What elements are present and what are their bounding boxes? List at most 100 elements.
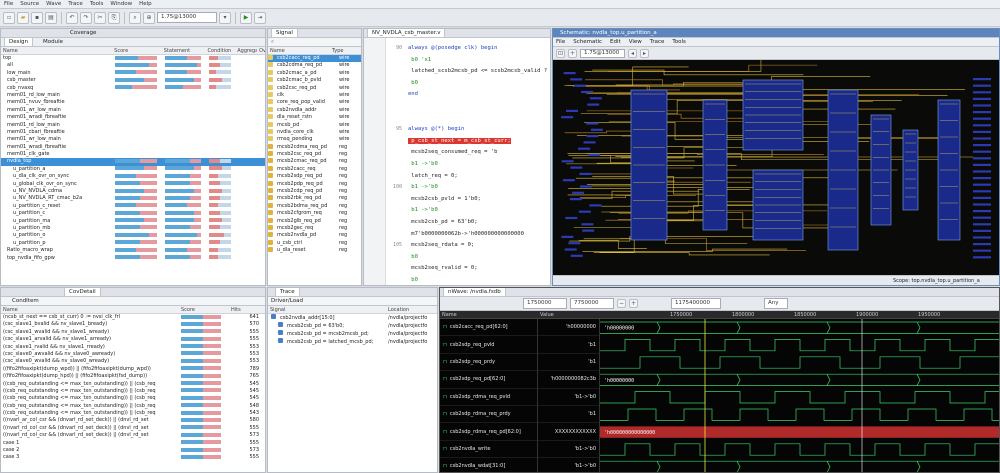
wave-signal-row[interactable]: ⊓ csb2cacc_req_pd[62:0] xyxy=(440,319,537,337)
schematic-port[interactable] xyxy=(590,128,603,131)
coverage-row[interactable]: u_dla_clk_ovr_on_sync xyxy=(1,173,265,180)
schematic-port[interactable] xyxy=(578,147,591,150)
signal-row[interactable]: mcsb2cacc_req reg xyxy=(268,165,361,173)
schematic-menu-file[interactable]: File xyxy=(556,39,566,45)
source-line[interactable]: 105 mcsb2seq_rdata = 0; xyxy=(388,240,550,252)
signal-row[interactable]: csb2cacc_req_pd wire xyxy=(268,55,361,63)
coverage-row[interactable]: u_partition_a xyxy=(1,166,265,173)
tab-nwave[interactable]: nWave: /nvdla.fsdb xyxy=(443,288,506,296)
signal-row[interactable]: mcsb2cdma_req_pd reg xyxy=(268,143,361,151)
filter-icon[interactable]: ⌕ xyxy=(271,38,275,45)
signal-row[interactable]: mcsb2cdp_req_pd reg xyxy=(268,188,361,195)
signal-row[interactable]: clk wire xyxy=(268,91,361,99)
run-icon[interactable]: ▶ xyxy=(240,11,252,24)
menu-item-trace[interactable]: Trace xyxy=(68,1,83,7)
schematic-port[interactable] xyxy=(973,229,991,232)
wave-signal-row[interactable]: ⊓ csb2sdp_req_pd[62:0] xyxy=(440,371,537,389)
schematic-menu-edit[interactable]: Edit xyxy=(610,39,621,45)
tab-module[interactable]: Module xyxy=(43,38,63,45)
col-statement[interactable]: Statement xyxy=(163,48,191,54)
coverage-row[interactable]: mem01_nvuv_fbreaftie xyxy=(1,99,265,106)
schematic-port[interactable] xyxy=(566,109,579,112)
covdetail-row[interactable]: (csc_slave1_wvalid && nv_slave1_wready) 5… xyxy=(1,329,265,336)
schematic-port[interactable] xyxy=(561,116,574,119)
signal-row[interactable]: csb2nvdla_addr wire xyxy=(268,106,361,114)
covdetail-row[interactable]: ((nvarl_rd_col_csr && (dnvarl_rd_set_dec… xyxy=(1,432,265,439)
source-line[interactable]: latch_req = 0; xyxy=(388,171,550,183)
source-line[interactable]: b0 xyxy=(388,275,550,285)
source-line[interactable]: mcsb2csb_pd = 63'b0; xyxy=(388,217,550,229)
schematic-port[interactable] xyxy=(569,198,582,201)
copy-icon[interactable]: ⎘ xyxy=(108,11,120,24)
schematic-port[interactable] xyxy=(973,177,991,180)
col-trace-location[interactable]: Location xyxy=(388,307,410,313)
schematic-port[interactable] xyxy=(573,84,586,87)
coverage-row[interactable]: u_partition_p xyxy=(1,240,265,247)
time-ruler[interactable]: 1750000 1800000 1850000 1900000 1950000 xyxy=(600,311,999,318)
signal-row[interactable]: csb2csc_req_pd wire xyxy=(268,84,361,92)
schematic-port[interactable] xyxy=(581,90,594,94)
coverage-row[interactable]: mem01_wradi_fbreaftie xyxy=(1,144,265,151)
signal-row[interactable]: mcsb2glb_req_pd reg xyxy=(268,217,361,225)
covdetail-row[interactable]: ((csb_req_outstanding <= max_txn_outstan… xyxy=(1,395,265,402)
signal-row[interactable]: mcsb2cfgrom_req reg xyxy=(268,210,361,217)
source-line[interactable]: p_csb_st_next = m_csb_st_curr; xyxy=(388,136,550,148)
schematic-port[interactable] xyxy=(973,111,991,114)
schematic-port[interactable] xyxy=(564,248,577,251)
covdetail-row[interactable]: ((nvarl_ar_col_csr && (dnvarl_rd_set_dec… xyxy=(1,417,265,424)
schematic-port[interactable] xyxy=(973,210,991,213)
signal-row[interactable]: csb2cdma_req_pd wire xyxy=(268,62,361,69)
schematic-port[interactable] xyxy=(973,236,991,239)
tab-source-file[interactable]: NV_NVDLA_csb_master.v xyxy=(367,29,446,37)
zoom-in-icon[interactable]: + xyxy=(568,48,577,58)
schematic-port[interactable] xyxy=(581,223,594,226)
covdetail-row[interactable]: (csc_slave0_awvalid && nv_slave0_awready… xyxy=(1,351,265,358)
wave-signal-row[interactable]: ⊓ csb2sdp_req_prdy xyxy=(440,354,537,372)
col-cond-name[interactable]: Name xyxy=(3,307,18,313)
schematic-canvas[interactable] xyxy=(553,60,999,275)
signal-row[interactable]: mcsb2pdp_req_pd reg xyxy=(268,180,361,188)
schematic-menu-schematic[interactable]: Schematic xyxy=(573,39,603,45)
print-icon[interactable]: ▤ xyxy=(45,11,57,24)
zoom-select[interactable]: Any xyxy=(764,298,788,309)
schematic-port[interactable] xyxy=(588,153,601,157)
source-code[interactable]: 90 always @(posedge clk) begin b0 'x1 lat… xyxy=(386,38,550,285)
schematic-port[interactable] xyxy=(973,203,991,206)
zoom-in-icon[interactable]: + xyxy=(629,299,638,308)
signal-row[interactable]: mcsb2cmac_req_pd reg xyxy=(268,158,361,165)
schematic-port[interactable] xyxy=(579,185,592,188)
schematic-port[interactable] xyxy=(589,204,602,207)
schematic-port[interactable] xyxy=(973,216,991,219)
schematic-port[interactable] xyxy=(973,150,991,153)
source-line[interactable]: b1 ->'b0 xyxy=(388,205,550,217)
coverage-row[interactable]: mem01_rd_low_main xyxy=(1,122,265,129)
schematic-port[interactable] xyxy=(973,104,991,107)
col-name[interactable]: Name xyxy=(3,48,18,54)
schematic-port[interactable] xyxy=(973,97,991,100)
col-condition[interactable]: Condition xyxy=(207,48,232,54)
schematic-port[interactable] xyxy=(973,249,991,252)
back-icon[interactable]: ◂ xyxy=(628,48,637,58)
covdetail-row[interactable]: ((csb_req_outstanding <= max_txn_outstan… xyxy=(1,410,265,417)
coverage-row[interactable]: all xyxy=(1,62,265,69)
schematic-port[interactable] xyxy=(973,84,991,87)
col-score[interactable]: Score xyxy=(114,48,129,54)
coverage-row[interactable]: mem01_clk_gate xyxy=(1,151,265,158)
col-aggregate[interactable]: Aggregate xyxy=(237,48,257,54)
schematic-port[interactable] xyxy=(562,179,575,182)
schematic-menu-view[interactable]: View xyxy=(628,39,642,45)
covdetail-row[interactable]: ((csb_req_outstanding <= max_txn_outstan… xyxy=(1,381,265,388)
tab-covdetail[interactable]: CovDetail xyxy=(64,288,101,296)
source-line[interactable]: b0 'x1 xyxy=(388,55,550,67)
signal-row[interactable]: mcsb2gec_req reg xyxy=(268,224,361,232)
covdetail-row[interactable]: case 2 573 xyxy=(1,447,265,454)
covdetail-row[interactable]: ((fifo2fifoaxipkt(dump_hpd)) || (fifo2fi… xyxy=(1,373,265,380)
zoom-out-icon[interactable]: − xyxy=(617,299,626,308)
coverage-row[interactable]: csb_master xyxy=(1,77,265,84)
schematic-port[interactable] xyxy=(973,183,991,186)
wave-canvas[interactable]: 'h00000000 'h00000000 'h000000000000000 xyxy=(600,319,999,472)
schematic-port[interactable] xyxy=(586,122,599,125)
tab-signal[interactable]: Signal xyxy=(271,29,298,37)
schematic-port[interactable] xyxy=(973,223,991,226)
col-wave-value[interactable]: Value xyxy=(540,312,554,318)
